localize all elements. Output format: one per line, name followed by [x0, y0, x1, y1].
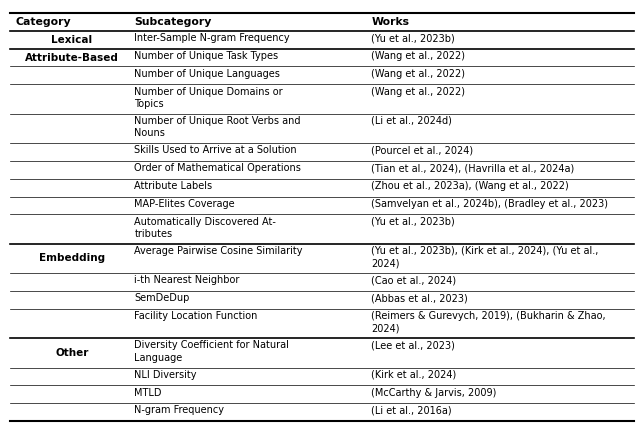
Text: N-gram Frequency: N-gram Frequency	[134, 405, 225, 415]
Text: Number of Unique Languages: Number of Unique Languages	[134, 69, 280, 79]
Text: Attribute Labels: Attribute Labels	[134, 181, 212, 191]
Text: (Abbas et al., 2023): (Abbas et al., 2023)	[371, 293, 468, 303]
Text: Embedding: Embedding	[39, 253, 105, 263]
Text: i-th Nearest Neighbor: i-th Nearest Neighbor	[134, 275, 240, 285]
Text: (Kirk et al., 2024): (Kirk et al., 2024)	[371, 370, 456, 380]
Text: Other: Other	[55, 348, 89, 358]
Text: Order of Mathematical Operations: Order of Mathematical Operations	[134, 163, 301, 173]
Text: (Li et al., 2024d): (Li et al., 2024d)	[371, 116, 452, 126]
Text: (Tian et al., 2024), (Havrilla et al., 2024a): (Tian et al., 2024), (Havrilla et al., 2…	[371, 163, 575, 173]
Text: (Reimers & Gurevych, 2019), (Bukharin & Zhao,
2024): (Reimers & Gurevych, 2019), (Bukharin & …	[371, 311, 606, 333]
Text: Category: Category	[16, 17, 72, 27]
Text: (Yu et al., 2023b): (Yu et al., 2023b)	[371, 33, 455, 43]
Text: (Yu et al., 2023b), (Kirk et al., 2024), (Yu et al.,
2024): (Yu et al., 2023b), (Kirk et al., 2024),…	[371, 246, 598, 268]
Text: (Wang et al., 2022): (Wang et al., 2022)	[371, 86, 465, 96]
Text: Number of Unique Task Types: Number of Unique Task Types	[134, 51, 278, 61]
Text: Attribute-Based: Attribute-Based	[25, 53, 119, 62]
Text: Automatically Discovered At-
tributes: Automatically Discovered At- tributes	[134, 217, 276, 239]
Text: (Yu et al., 2023b): (Yu et al., 2023b)	[371, 217, 455, 227]
Text: Average Pairwise Cosine Similarity: Average Pairwise Cosine Similarity	[134, 246, 303, 256]
Text: MTLD: MTLD	[134, 388, 162, 398]
Text: (Wang et al., 2022): (Wang et al., 2022)	[371, 69, 465, 79]
Text: Subcategory: Subcategory	[134, 17, 212, 27]
Text: Diversity Coefficient for Natural
Language: Diversity Coefficient for Natural Langua…	[134, 340, 289, 363]
Text: (Lee et al., 2023): (Lee et al., 2023)	[371, 340, 455, 350]
Text: Skills Used to Arrive at a Solution: Skills Used to Arrive at a Solution	[134, 145, 297, 155]
Text: MAP-Elites Coverage: MAP-Elites Coverage	[134, 199, 235, 209]
Text: Number of Unique Domains or
Topics: Number of Unique Domains or Topics	[134, 86, 283, 109]
Text: (Cao et al., 2024): (Cao et al., 2024)	[371, 275, 456, 285]
Text: (Wang et al., 2022): (Wang et al., 2022)	[371, 51, 465, 61]
Text: (Pourcel et al., 2024): (Pourcel et al., 2024)	[371, 145, 474, 155]
Text: (Samvelyan et al., 2024b), (Bradley et al., 2023): (Samvelyan et al., 2024b), (Bradley et a…	[371, 199, 608, 209]
Text: SemDeDup: SemDeDup	[134, 293, 190, 303]
Text: NLI Diversity: NLI Diversity	[134, 370, 197, 380]
Text: Number of Unique Root Verbs and
Nouns: Number of Unique Root Verbs and Nouns	[134, 116, 301, 138]
Text: (McCarthy & Jarvis, 2009): (McCarthy & Jarvis, 2009)	[371, 388, 497, 398]
Text: Inter-Sample N-gram Frequency: Inter-Sample N-gram Frequency	[134, 33, 290, 43]
Text: Facility Location Function: Facility Location Function	[134, 311, 258, 321]
Text: Works: Works	[371, 17, 409, 27]
Text: (Li et al., 2016a): (Li et al., 2016a)	[371, 405, 452, 415]
Text: (Zhou et al., 2023a), (Wang et al., 2022): (Zhou et al., 2023a), (Wang et al., 2022…	[371, 181, 569, 191]
Text: Lexical: Lexical	[51, 35, 93, 45]
